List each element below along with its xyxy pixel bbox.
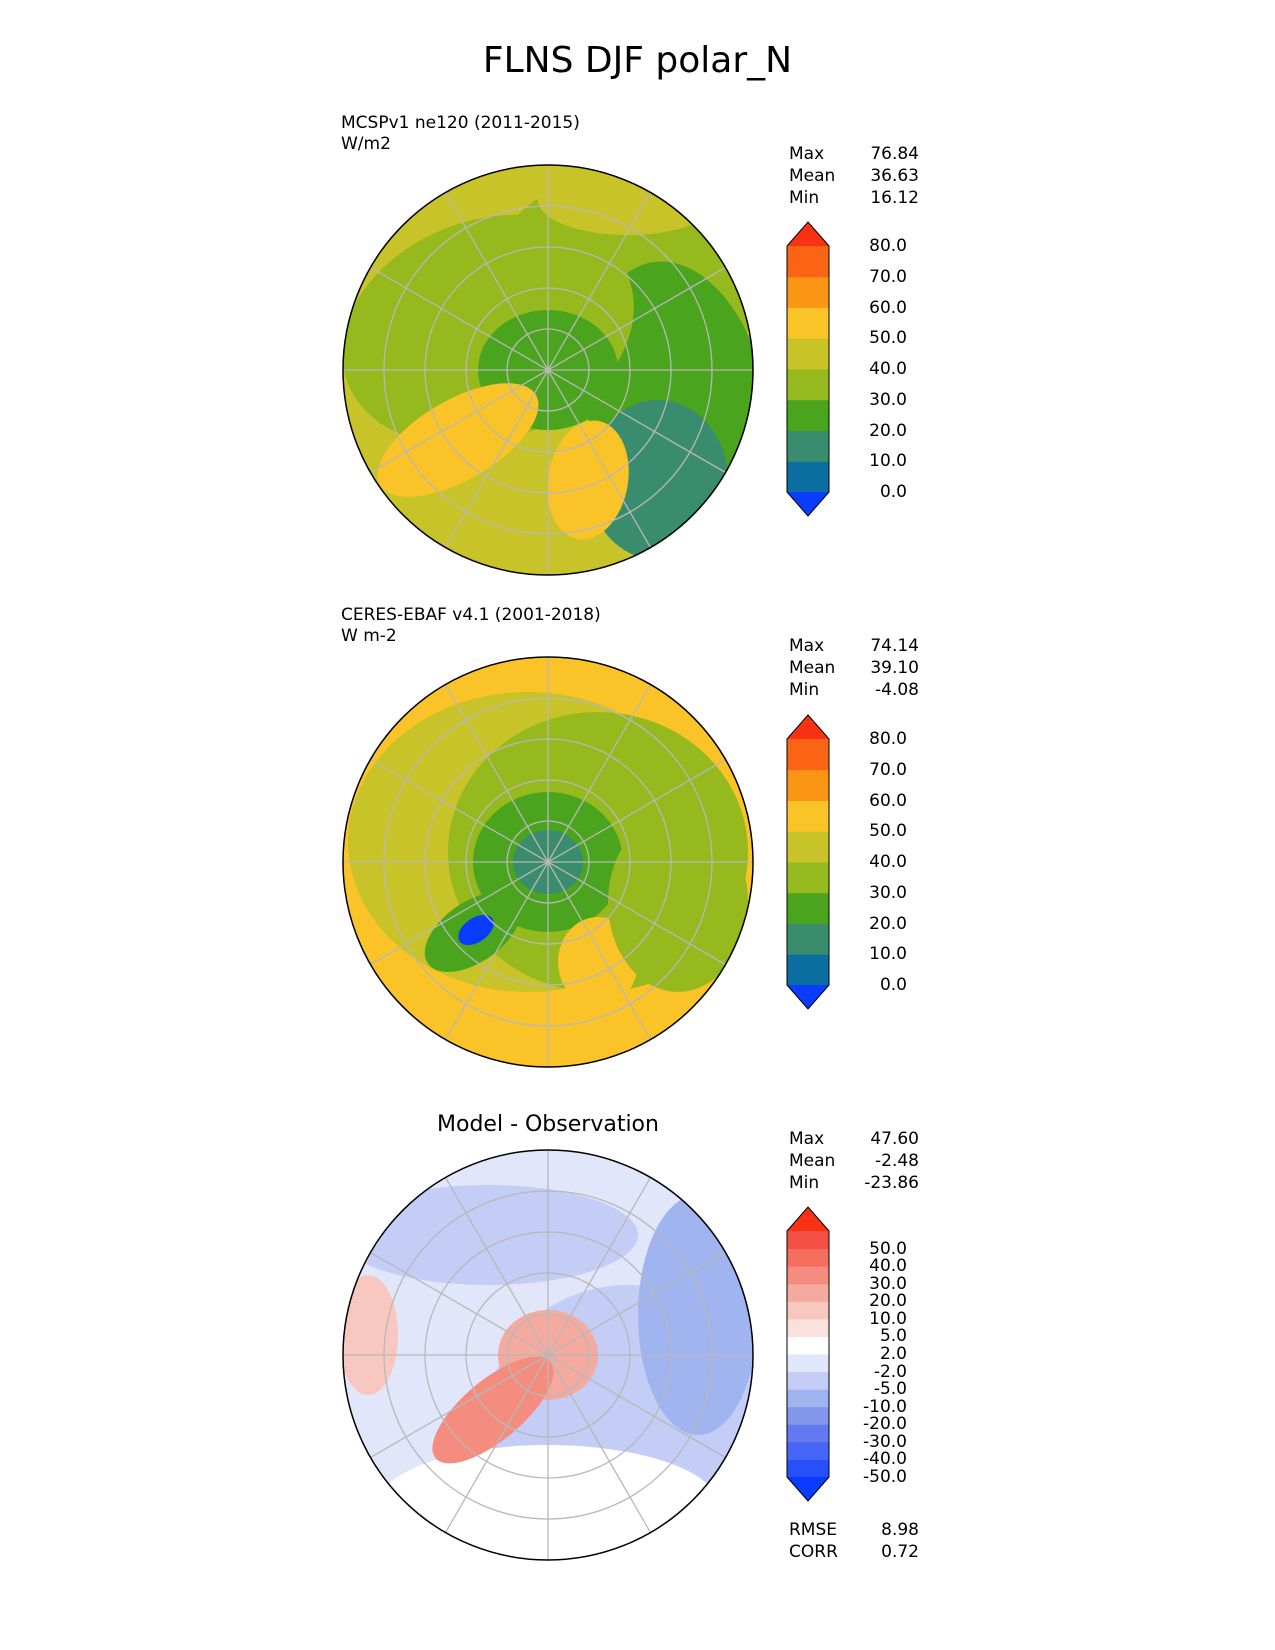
polar-map-diff [342, 1149, 754, 1561]
colorbar-tick-label: 80.0 [869, 729, 907, 749]
colorbar-tick-label: -30.0 [863, 1431, 907, 1452]
stat-min: Min 16.12 [789, 188, 919, 208]
panel-obs-stats: Max 74.14 Mean 39.10 Min -4.08 [789, 635, 919, 701]
colorbar-tick-label: 40.0 [869, 852, 907, 872]
stat-mean: Mean -2.48 [789, 1151, 919, 1171]
colorbar-tick-label: 30.0 [869, 1273, 907, 1294]
colorbar-tick-label: -2.0 [873, 1361, 907, 1382]
colorbar-tick-label: -10.0 [863, 1396, 907, 1417]
stat-mean: Mean 39.10 [789, 658, 919, 678]
colorbar-tick-label: 70.0 [869, 759, 907, 780]
colorbar-tick-label: -20.0 [863, 1414, 907, 1435]
colorbar-tick-label: 0.0 [879, 975, 907, 995]
colorbar-diff [786, 1206, 830, 1502]
stat-max: Max 74.14 [789, 636, 919, 656]
colorbar-tick-label: 10.0 [869, 451, 907, 472]
panel-obs-name: CERES-EBAF v4.1 (2001-2018) [341, 605, 601, 625]
colorbar-tick-label: -40.0 [863, 1449, 907, 1470]
stat-max: Max 76.84 [789, 144, 919, 164]
colorbar-tick-label: 70.0 [869, 266, 907, 287]
colorbar-tick-label: 50.0 [869, 1238, 907, 1259]
colorbar-tick-label: 60.0 [869, 297, 907, 318]
colorbar-tick-label: 2.0 [879, 1344, 907, 1364]
metric-rmse: RMSE 8.98 [789, 1520, 919, 1540]
colorbar-tick-label: -5.0 [873, 1379, 907, 1400]
colorbar-tick-label: 10.0 [869, 1308, 907, 1329]
stat-mean: Mean 36.63 [789, 166, 919, 186]
colorbar-tick-label: 50.0 [869, 328, 907, 349]
metric-corr: CORR 0.72 [789, 1542, 919, 1562]
panel-diff-title: Model - Observation [437, 1112, 659, 1137]
panel-model-units: W/m2 [341, 134, 391, 154]
colorbar-obs [786, 714, 830, 1010]
panel-diff-stats: Max 47.60 Mean -2.48 Min -23.86 [789, 1128, 919, 1194]
colorbar-tick-label: 5.0 [879, 1326, 907, 1347]
colorbar-tick-label: 60.0 [869, 790, 907, 811]
panel-obs-units: W m-2 [341, 626, 397, 646]
stat-max: Max 47.60 [789, 1129, 919, 1149]
colorbar-tick-label: 30.0 [869, 882, 907, 903]
colorbar-tick-label: 30.0 [869, 389, 907, 410]
colorbar-tick-label: 80.0 [869, 236, 907, 256]
panel-model-name: MCSPv1 ne120 (2011-2015) [341, 113, 580, 133]
colorbar-tick-label: 50.0 [869, 821, 907, 842]
colorbar-tick-label: 10.0 [869, 944, 907, 965]
colorbar-model [786, 221, 830, 517]
polar-map-obs [342, 656, 754, 1068]
colorbar-tick-label: 20.0 [869, 913, 907, 934]
figure-title: FLNS DJF polar_N [482, 40, 793, 81]
colorbar-tick-label: -50.0 [863, 1467, 907, 1487]
colorbar-tick-label: 0.0 [879, 482, 907, 502]
panel-diff-metrics: RMSE 8.98 CORR 0.72 [789, 1519, 919, 1563]
colorbar-tick-label: 20.0 [869, 1291, 907, 1312]
polar-map-model [342, 164, 754, 576]
stat-min: Min -23.86 [789, 1173, 919, 1193]
stat-min: Min -4.08 [789, 680, 919, 700]
panel-model-stats: Max 76.84 Mean 36.63 Min 16.12 [789, 143, 919, 209]
colorbar-tick-label: 40.0 [869, 359, 907, 379]
colorbar-tick-label: 20.0 [869, 420, 907, 441]
colorbar-tick-label: 40.0 [869, 1256, 907, 1277]
